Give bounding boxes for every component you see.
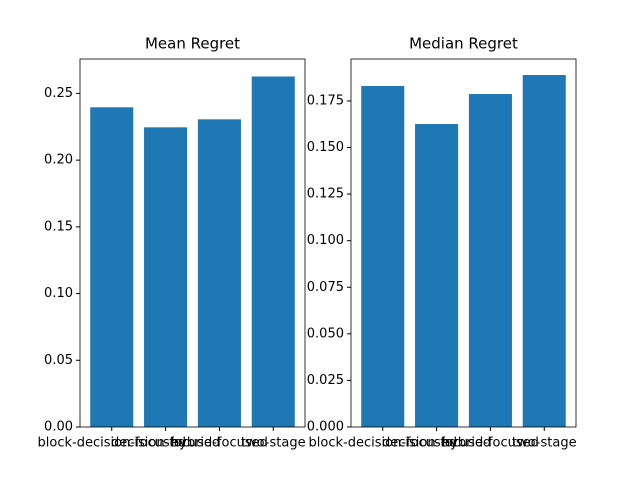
- x-tick-label: decision-focused: [111, 436, 220, 451]
- x-tick-label: two-stage: [512, 436, 577, 451]
- axes-frame: [79, 58, 306, 428]
- y-tick-label: 0.20: [44, 153, 73, 168]
- y-tick-label: 0.05: [44, 353, 73, 368]
- y-tick-label: 0.100: [307, 233, 344, 248]
- axes-frame: [350, 58, 577, 428]
- bar: [522, 75, 566, 428]
- bar: [251, 76, 295, 427]
- x-tick-label: hybrid-focused: [171, 436, 268, 451]
- bar: [197, 119, 241, 428]
- y-tick-label: 0.10: [44, 286, 73, 301]
- x-tick-label: block-decision-focused: [309, 436, 457, 451]
- x-tick-label: decision-focused: [382, 436, 491, 451]
- bar: [144, 127, 188, 428]
- y-tick-label: 0.15: [44, 219, 73, 234]
- x-tick-label: hybrid-focused: [442, 436, 539, 451]
- y-tick-label: 0.050: [307, 326, 344, 341]
- x-tick-label: block-decision-focused: [38, 436, 186, 451]
- y-tick-label: 0.025: [307, 373, 344, 388]
- y-tick-label: 0.175: [307, 93, 344, 108]
- x-tick-label: two-stage: [241, 436, 306, 451]
- y-tick-label: 0.125: [307, 187, 344, 202]
- chart-title: Median Regret: [409, 35, 518, 53]
- y-tick-label: 0.000: [307, 420, 344, 435]
- y-tick-label: 0.075: [307, 280, 344, 295]
- y-tick-label: 0.25: [44, 86, 73, 101]
- bar: [90, 107, 134, 427]
- chart-title: Mean Regret: [145, 35, 240, 53]
- y-tick-label: 0.150: [307, 140, 344, 155]
- bar: [361, 86, 405, 427]
- y-tick-label: 0.00: [44, 420, 73, 435]
- bar: [468, 94, 512, 427]
- bar: [415, 124, 459, 427]
